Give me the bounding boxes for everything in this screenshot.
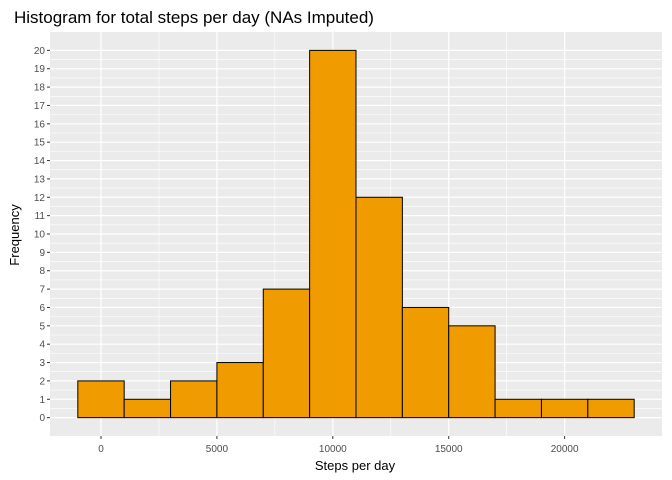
- y-tick-label: 7: [39, 285, 45, 296]
- chart-title: Histogram for total steps per day (NAs I…: [14, 8, 374, 27]
- x-axis-label: Steps per day: [315, 458, 396, 473]
- y-tick-label: 13: [34, 174, 46, 185]
- y-tick-label: 3: [39, 358, 45, 369]
- histogram-bar: [170, 380, 218, 419]
- y-tick-label: 12: [34, 193, 46, 204]
- y-tick-label: 14: [34, 156, 46, 167]
- y-tick-label: 9: [39, 248, 45, 259]
- x-tick-label: 15000: [435, 444, 463, 455]
- x-tick-label: 20000: [551, 444, 579, 455]
- histogram-bar: [355, 196, 403, 419]
- y-axis-label: Frequency: [7, 204, 22, 266]
- y-tick-label: 0: [39, 413, 45, 424]
- y-tick-label: 1: [39, 395, 45, 406]
- y-tick-label: 8: [39, 266, 45, 277]
- histogram-bars: [77, 49, 635, 419]
- histogram-bar: [309, 49, 357, 419]
- x-tick-label: 10000: [319, 444, 347, 455]
- histogram-bar: [494, 398, 542, 419]
- histogram-bar: [123, 398, 172, 419]
- histogram-bar: [262, 288, 311, 419]
- histogram-bar: [587, 398, 635, 419]
- y-tick-label: 18: [34, 83, 46, 94]
- histogram-bar: [448, 325, 496, 419]
- histogram-bar: [401, 306, 450, 419]
- histogram-bar: [77, 380, 125, 419]
- y-tick-label: 2: [39, 376, 45, 387]
- y-tick-label: 15: [34, 138, 46, 149]
- y-tick-label: 6: [39, 303, 45, 314]
- y-tick-label: 4: [39, 340, 45, 351]
- x-tick-label: 5000: [206, 444, 229, 455]
- y-tick-label: 17: [34, 101, 46, 112]
- y-tick-label: 5: [39, 321, 45, 332]
- y-tick-label: 20: [34, 46, 46, 57]
- y-tick-label: 11: [35, 211, 46, 222]
- x-axis: 0 5000 10000 15000 20000: [98, 436, 579, 455]
- y-tick-label: 16: [34, 119, 46, 130]
- x-tick-label: 0: [98, 444, 104, 455]
- histogram-bar: [540, 398, 589, 419]
- y-tick-label: 10: [34, 230, 46, 241]
- histogram-bar: [216, 362, 264, 419]
- y-tick-label: 19: [34, 64, 46, 75]
